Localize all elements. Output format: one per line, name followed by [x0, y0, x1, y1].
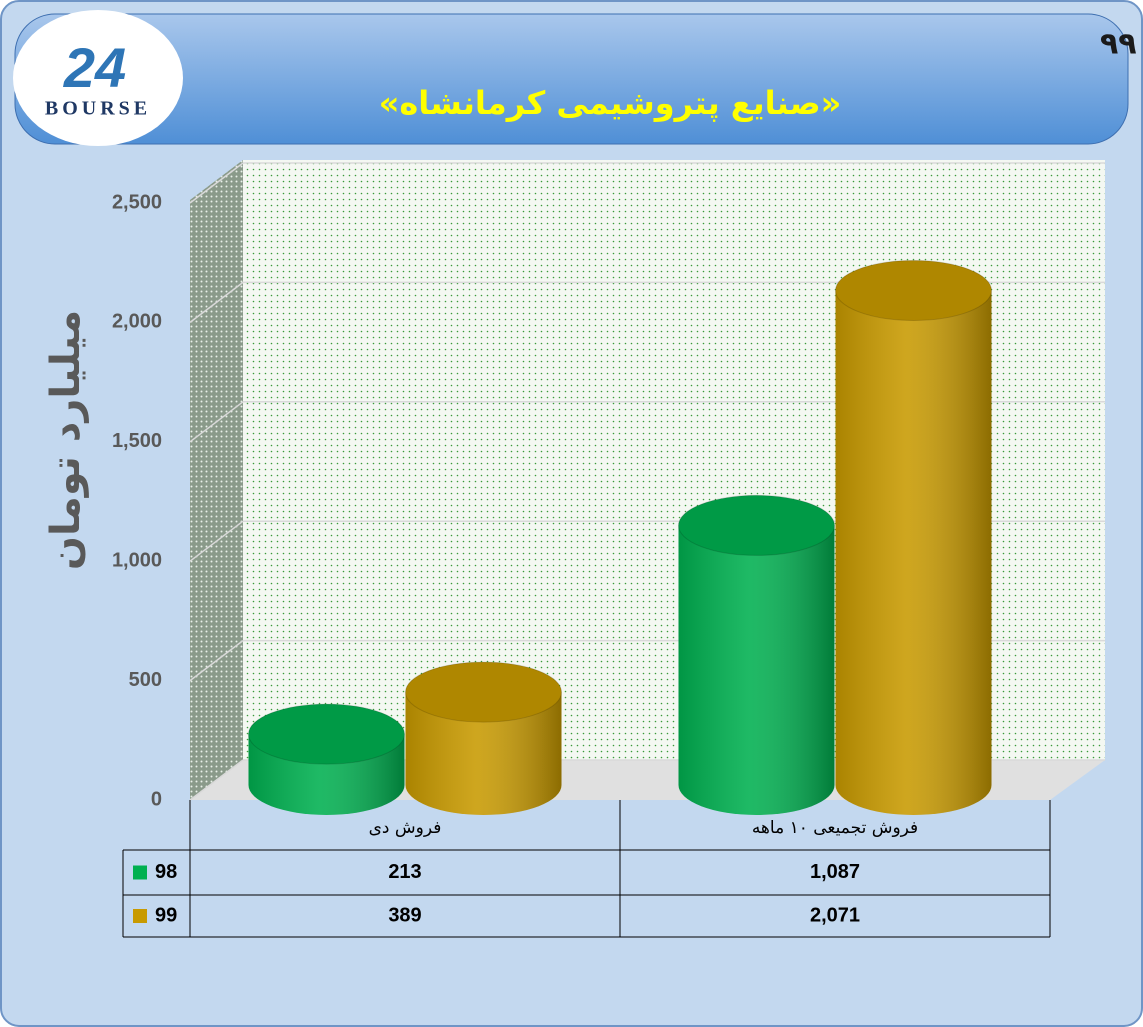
logo-name: BOURSE	[45, 98, 151, 120]
grid-line	[189, 640, 244, 682]
y-tick-label: 2,000	[112, 311, 162, 333]
legend-label: 98	[155, 861, 177, 883]
side-wall	[190, 160, 243, 800]
y-tick-label: 2,500	[112, 191, 162, 213]
table-value: 389	[388, 904, 421, 926]
bar-top-shade	[405, 662, 562, 723]
grid-line	[189, 759, 244, 801]
bar-top	[405, 661, 562, 723]
legend-label: 99	[155, 904, 177, 926]
bar-shade	[405, 692, 562, 816]
logo-bg	[13, 10, 183, 146]
logo-mark: 24	[63, 36, 126, 99]
legend-swatch	[133, 865, 147, 880]
y-tick-label: 1,000	[112, 549, 162, 571]
bar-shade	[835, 290, 992, 816]
y-tick-label: 0	[151, 788, 162, 810]
grid-line	[189, 281, 244, 323]
y-tick-label: 500	[129, 669, 162, 691]
grid-line	[189, 162, 244, 204]
table-value: 1,087	[810, 861, 860, 883]
bar-top-shade	[248, 704, 405, 765]
bar-top-shade	[835, 260, 992, 321]
grid-line	[189, 520, 244, 562]
chart-title: گزارش فروش ریالی ماهانه و ۱۰ ماهه منتهی …	[1100, 26, 1143, 62]
y-tick-label: 1,500	[112, 430, 162, 452]
grid-line	[189, 401, 244, 443]
x-tick-label: فروش دی	[369, 818, 442, 838]
chart-subtitle: «صنایع پتروشیمی کرمانشاه»	[379, 84, 842, 122]
table-value: 2,071	[810, 904, 860, 926]
bar-shade	[678, 525, 835, 816]
x-tick-label: فروش تجمیعی ۱۰ ماهه	[752, 818, 918, 838]
bar-top-shade	[678, 495, 835, 556]
legend-swatch	[133, 909, 147, 923]
bar-top	[835, 259, 992, 321]
y-axis-label: میلیارد تومان	[43, 310, 89, 570]
table-value: 213	[388, 861, 421, 883]
bar-top	[678, 494, 835, 556]
bar-top	[248, 703, 405, 765]
